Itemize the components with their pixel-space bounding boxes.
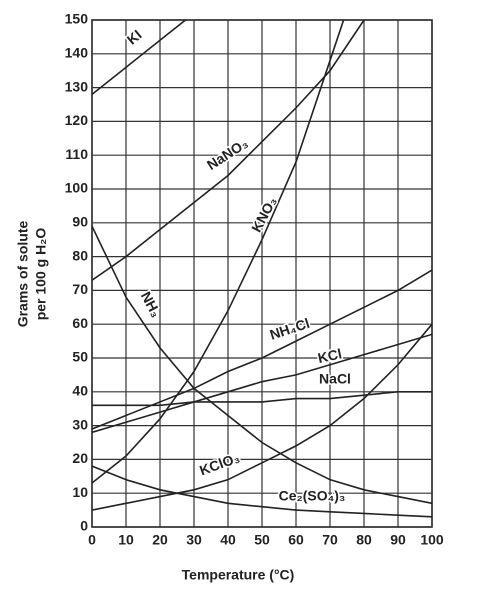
y-tick-label: 150 bbox=[65, 11, 89, 27]
x-tick-label: 50 bbox=[254, 532, 270, 548]
y-tick-label: 90 bbox=[72, 214, 88, 230]
y-tick-label: 40 bbox=[72, 383, 88, 399]
series-label: KCl bbox=[316, 345, 343, 366]
y-axis-title: per 100 g H₂O bbox=[33, 228, 49, 321]
y-tick-label: 70 bbox=[72, 281, 88, 297]
y-tick-label: 60 bbox=[72, 315, 88, 331]
y-tick-label: 50 bbox=[72, 349, 88, 365]
x-tick-label: 90 bbox=[390, 532, 406, 548]
curve bbox=[92, 225, 432, 505]
curve bbox=[92, 269, 432, 430]
y-tick-label: 120 bbox=[65, 112, 89, 128]
curve bbox=[92, 20, 345, 484]
x-tick-label: 40 bbox=[220, 532, 236, 548]
x-tick-label: 0 bbox=[88, 532, 96, 548]
x-tick-label: 70 bbox=[322, 532, 338, 548]
y-axis-title: Grams of solute bbox=[15, 221, 31, 328]
x-tick-label: 80 bbox=[356, 532, 372, 548]
x-tick-label: 100 bbox=[420, 532, 444, 548]
curve bbox=[92, 333, 432, 434]
series-label: NaCl bbox=[319, 371, 351, 387]
y-tick-label: 10 bbox=[72, 484, 88, 500]
y-tick-label: 80 bbox=[72, 247, 88, 263]
curve bbox=[92, 391, 432, 407]
x-tick-label: 20 bbox=[152, 532, 168, 548]
curve bbox=[92, 20, 365, 281]
y-tick-label: 20 bbox=[72, 450, 88, 466]
x-axis-title: Temperature (°C) bbox=[182, 567, 295, 583]
y-tick-label: 140 bbox=[65, 45, 89, 61]
y-tick-label: 130 bbox=[65, 78, 89, 94]
series-label: Ce₂(SO₄)₃ bbox=[279, 488, 346, 504]
y-tick-label: 0 bbox=[80, 518, 88, 534]
curve bbox=[92, 465, 432, 518]
y-tick-label: 30 bbox=[72, 416, 88, 432]
curve bbox=[92, 20, 187, 95]
curve bbox=[92, 323, 432, 511]
x-tick-label: 60 bbox=[288, 532, 304, 548]
x-tick-label: 10 bbox=[118, 532, 134, 548]
y-tick-label: 110 bbox=[65, 146, 88, 162]
x-tick-label: 30 bbox=[186, 532, 202, 548]
y-tick-label: 100 bbox=[65, 180, 89, 196]
